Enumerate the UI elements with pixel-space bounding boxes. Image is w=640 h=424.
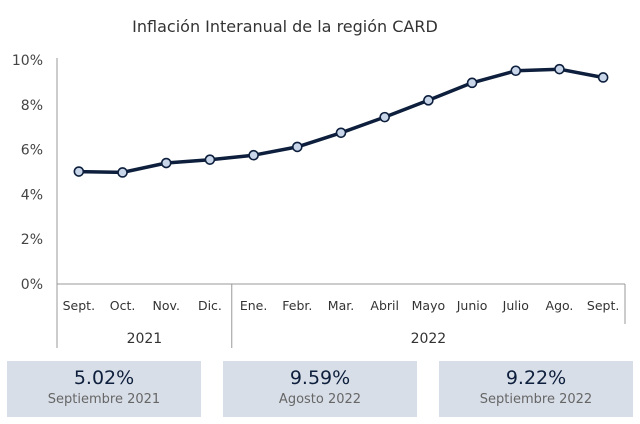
card-sept-2021: 5.02% Septiembre 2021 [7,361,201,417]
y-tick-label: 4% [21,187,43,203]
data-point [466,77,478,89]
x-tick-label: Abril [370,298,399,313]
summary-cards: 5.02% Septiembre 2021 9.59% Agosto 2022 … [7,361,633,417]
y-tick-label: 0% [21,277,43,293]
y-tick-label: 6% [21,143,43,159]
series-line [77,67,605,175]
x-tick-label: Ago. [546,298,574,313]
data-point [292,141,303,153]
data-point [379,111,390,123]
year-label: 2022 [411,331,447,347]
card-aug-2022: 9.59% Agosto 2022 [223,361,417,417]
x-tick-label: Mar. [328,298,354,313]
year-label: 2021 [127,331,163,347]
y-tick-label: 10% [12,53,43,69]
y-tick-label: 8% [21,98,43,114]
x-tick-label: Junio [456,298,488,313]
x-tick-label: Oct. [110,298,136,313]
x-tick-label: Sept. [587,298,619,313]
x-tick-label: Julio [502,298,529,313]
data-point [248,149,259,161]
card-sept-2022: 9.22% Septiembre 2022 [439,361,633,417]
data-point [160,157,172,169]
card-label: Septiembre 2022 [479,392,593,407]
y-tick-label: 2% [21,232,43,248]
card-value: 5.02% [73,367,135,389]
data-point [510,65,522,77]
x-tick-label: Febr. [282,298,312,313]
card-label: Agosto 2022 [278,392,362,407]
data-point [73,166,85,177]
x-tick-label: Nov. [153,298,180,313]
chart-title: Inflación Interanual de la región CARD [132,17,438,36]
x-tick-label: Sept. [63,298,95,313]
data-point [117,167,128,178]
inflation-line-chart: Inflación Interanual de la región CARD 0… [12,17,626,348]
x-tick-label: Mayo [412,298,446,313]
data-point [597,72,609,83]
data-point [335,127,347,139]
x-tick-label: Ene. [240,298,267,313]
data-point [554,63,565,75]
data-point [204,154,216,165]
card-label: Septiembre 2021 [47,392,161,407]
card-value: 9.59% [289,367,351,389]
card-value: 9.22% [505,367,567,389]
data-point [423,95,434,106]
x-tick-label: Dic. [198,298,222,313]
